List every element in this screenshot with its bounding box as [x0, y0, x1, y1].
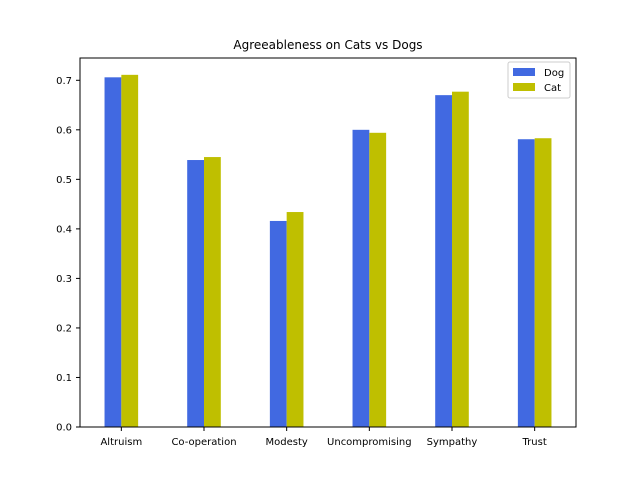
x-tick-label: Altruism [100, 437, 142, 448]
x-tick-label: Trust [522, 437, 547, 448]
legend-swatch-cat [513, 83, 535, 91]
bar-cat-co-operation [204, 157, 221, 427]
y-tick-label: 0.2 [56, 323, 72, 334]
bar-dog-altruism [104, 77, 122, 428]
bar-dog-modesty [269, 220, 287, 427]
bar-dog-sympathy [435, 95, 452, 428]
bars-layer [104, 74, 552, 428]
bar-cat-altruism [121, 74, 139, 427]
bar-cat-modesty [286, 212, 304, 427]
y-tick-label: 0.5 [56, 175, 72, 186]
x-tick-label: Co-operation [171, 437, 236, 448]
bar-cat-uncompromising [369, 132, 387, 428]
y-tick-label: 0.7 [56, 76, 72, 87]
x-tick-label: Modesty [266, 437, 308, 448]
legend-label-dog: Dog [544, 68, 564, 79]
y-tick-label: 0.3 [56, 274, 72, 285]
y-tick-label: 0.0 [56, 423, 72, 434]
bar-dog-uncompromising [352, 129, 370, 427]
y-tick-label: 0.1 [56, 373, 72, 384]
y-tick-label: 0.6 [56, 125, 72, 136]
x-tick-label: Uncompromising [327, 437, 412, 448]
y-tick-label: 0.4 [56, 224, 72, 235]
axes-layer: Altruism Co-operation Modesty Uncompromisin… [56, 57, 577, 448]
legend-label-cat: Cat [544, 83, 561, 94]
bar-dog-co-operation [187, 160, 204, 427]
chart-title: Agreeableness on Cats vs Dogs [233, 38, 422, 52]
bar-dog-trust [517, 139, 535, 427]
bar-cat-trust [534, 138, 552, 427]
x-tick-label: Sympathy [427, 437, 478, 448]
bar-cat-sympathy [452, 91, 469, 427]
chart-legend: Dog Cat [507, 61, 571, 99]
plot-frame [79, 57, 577, 428]
legend-swatch-dog [513, 68, 535, 76]
